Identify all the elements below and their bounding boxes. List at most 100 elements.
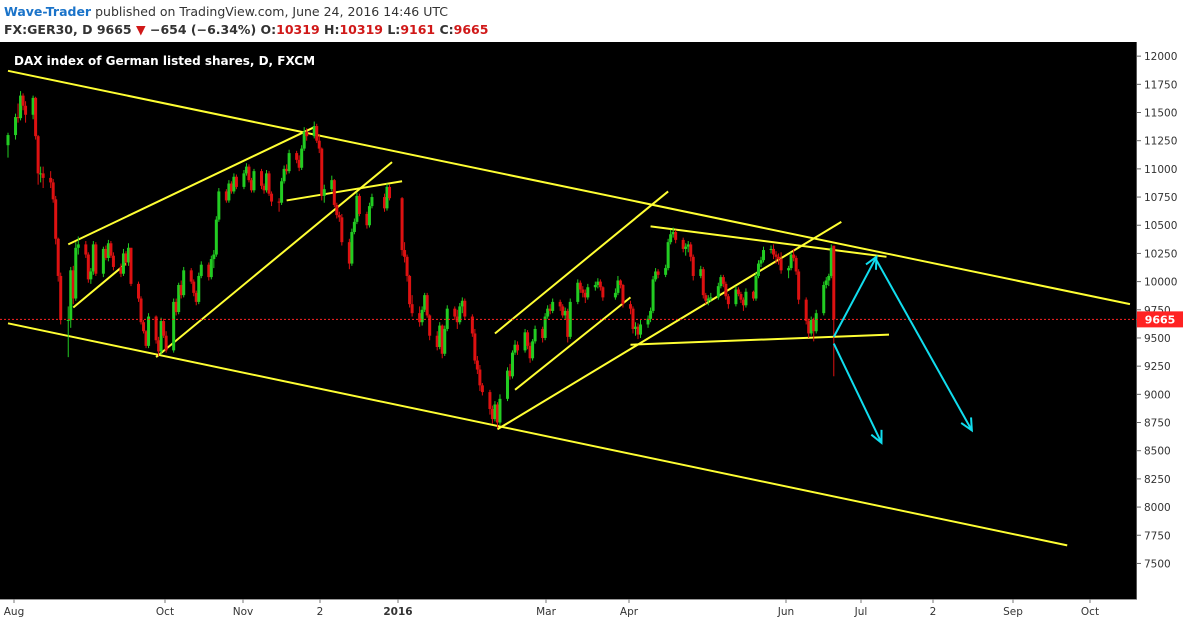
candle <box>701 266 705 299</box>
trendline[interactable] <box>155 161 393 358</box>
candle-body <box>94 244 98 274</box>
candle <box>320 147 324 201</box>
x-tick-label: Nov <box>233 606 254 618</box>
quote-line: FX:GER30, D 9665 ▼ −654 (−6.34%) O:10319… <box>4 22 488 37</box>
candle <box>656 269 660 279</box>
candle-body <box>769 248 773 251</box>
candle <box>741 297 745 311</box>
candle-body <box>385 186 389 209</box>
candle <box>124 251 128 266</box>
candle-body <box>824 280 828 285</box>
last-price: 9665 <box>96 22 132 37</box>
candle-body <box>739 294 743 300</box>
candle-body <box>305 131 309 137</box>
candle <box>704 292 708 305</box>
publisher-line: Wave-Trader published on TradingView.com… <box>4 4 448 19</box>
candle-body <box>227 183 231 201</box>
candle <box>297 155 301 172</box>
candle-body <box>646 318 650 325</box>
candle <box>49 171 53 189</box>
candle-body <box>498 398 502 423</box>
candle <box>209 255 213 280</box>
candle-body <box>330 180 334 190</box>
candle-body <box>774 254 778 257</box>
candle-body <box>689 244 693 257</box>
trendline[interactable] <box>650 225 887 258</box>
y-tick-label: 10250 <box>1144 248 1177 260</box>
candle-body <box>408 275 412 305</box>
candle-body <box>443 328 447 354</box>
price-chart[interactable]: DAX index of German listed shares, D, FX… <box>0 42 1137 599</box>
forecast-arrow[interactable] <box>832 254 878 338</box>
trendline[interactable] <box>496 221 842 431</box>
candle <box>357 193 361 217</box>
candle-body <box>194 292 198 302</box>
y-tick-label: 11750 <box>1144 79 1177 91</box>
candle-body <box>403 250 407 257</box>
forecast-arrows <box>832 254 973 445</box>
trendline[interactable] <box>67 126 315 246</box>
trendline[interactable] <box>7 69 1131 306</box>
candle <box>709 292 713 302</box>
trendline[interactable] <box>286 180 403 202</box>
candle <box>408 274 412 308</box>
candle <box>370 193 374 209</box>
candle <box>74 242 78 301</box>
candle <box>724 281 728 300</box>
candle <box>265 170 269 193</box>
candle <box>89 268 93 284</box>
candle-body <box>744 291 748 306</box>
trendline[interactable] <box>494 190 669 335</box>
candle-body <box>827 275 831 281</box>
trendline[interactable] <box>514 296 632 391</box>
close-value: 9665 <box>453 22 489 37</box>
candle-body <box>19 95 23 119</box>
candle <box>119 263 123 278</box>
candle-body <box>566 310 570 337</box>
candle <box>24 101 28 123</box>
x-tick-label: Apr <box>620 606 639 618</box>
candle-body <box>508 370 512 377</box>
candle <box>546 305 550 319</box>
candle-body <box>583 292 587 298</box>
candle-body <box>189 270 193 282</box>
forecast-arrow[interactable] <box>832 343 883 445</box>
candle-body <box>66 319 70 321</box>
candle-body <box>295 153 299 160</box>
candle-body <box>543 316 547 338</box>
candle <box>101 246 105 278</box>
candle <box>508 363 512 380</box>
candle <box>691 254 695 281</box>
candle-body <box>322 189 326 196</box>
candle <box>681 237 685 253</box>
y-tick-label: 7750 <box>1144 530 1171 542</box>
trendline[interactable] <box>630 333 890 346</box>
candle <box>295 150 299 164</box>
candle <box>315 123 319 143</box>
candle <box>385 183 389 211</box>
candle <box>435 331 439 351</box>
candle-body <box>706 298 710 301</box>
candle-body <box>270 193 274 202</box>
candle <box>651 275 655 314</box>
trendline[interactable] <box>72 262 127 309</box>
candle-body <box>832 245 836 320</box>
price-axis[interactable]: 7500775080008250850087509000925095009750… <box>1137 42 1184 599</box>
author-link[interactable]: Wave-Trader <box>4 4 92 19</box>
candle <box>505 367 509 402</box>
candle <box>21 93 25 111</box>
candle <box>400 197 404 256</box>
candle <box>583 289 587 304</box>
candle <box>478 365 482 391</box>
candle-body <box>126 247 130 263</box>
trendline[interactable] <box>7 322 1068 547</box>
candle-body <box>809 319 813 334</box>
candle <box>66 306 70 358</box>
y-tick-label: 9250 <box>1144 361 1171 373</box>
time-axis[interactable]: Aug Oct Nov 2 2016 Mar Apr Jun Jul 2 Sep Oct <box>0 599 1137 623</box>
forecast-arrow[interactable] <box>875 259 973 433</box>
candle-body <box>558 301 562 307</box>
y-tick-label: 8500 <box>1144 446 1171 458</box>
candle-body <box>701 269 705 296</box>
candle <box>669 229 673 245</box>
